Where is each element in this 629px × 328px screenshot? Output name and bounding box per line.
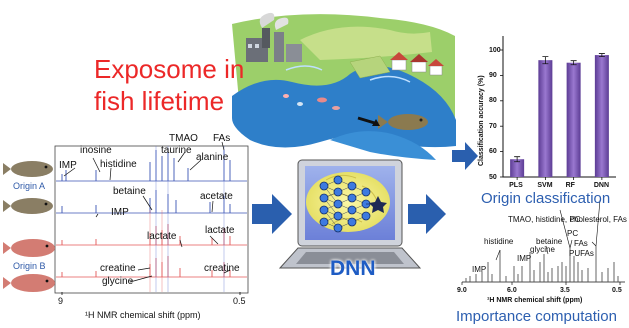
importance-spectrum-plot xyxy=(454,184,628,294)
chart-ylabel: Classification accuracy (%) xyxy=(478,75,485,166)
imp-label-fas: FAs xyxy=(574,239,588,248)
category-label-svm: SVM xyxy=(537,182,553,189)
imp-tick-1: 6.0 xyxy=(507,287,517,294)
peak-label-creatine-left: creatine xyxy=(100,263,136,274)
y-tick-label-90: 90 xyxy=(489,71,497,79)
imp-label-pc: PC xyxy=(567,229,579,238)
peak-label-lactate-left: lactate xyxy=(147,231,177,242)
label-origin-b: Origin B xyxy=(13,261,46,271)
title-exposome-line1: Exposome in xyxy=(94,54,245,84)
bar-rf xyxy=(566,62,581,178)
y-tick-label-70: 70 xyxy=(489,122,497,130)
nmr-axis-label: ¹H NMR chemical shift (ppm) xyxy=(85,310,201,320)
title-origin-classification: Origin classification xyxy=(481,190,611,207)
imp-label-pufas: PUFAs xyxy=(569,249,594,258)
category-label-dnn: DNN xyxy=(593,182,610,189)
title-exposome-line2: fish lifetime xyxy=(94,86,225,116)
peak-label-glycine: glycine xyxy=(102,276,134,287)
peak-label-betaine: betaine xyxy=(113,186,146,197)
imp-tick-2: 3.5 xyxy=(560,287,570,294)
laptop-dnn-illustration xyxy=(278,159,422,269)
imp-label-cholesterol: cholesterol, FAs xyxy=(570,215,627,224)
peak-label-histidine: histidine xyxy=(100,159,137,170)
y-tick-label-60: 60 xyxy=(489,148,497,156)
error-bar-rf xyxy=(570,60,577,66)
dnn-label: DNN xyxy=(330,257,376,280)
category-label-pls: PLS xyxy=(509,182,523,189)
imp-label-imp-right: IMP xyxy=(517,254,532,263)
arrow-from-dnn xyxy=(408,194,446,234)
error-bar-svm xyxy=(542,56,549,65)
peak-label-inosine: inosine xyxy=(80,145,112,156)
title-importance-computation: Importance computation xyxy=(456,308,617,325)
bar-svm xyxy=(538,60,553,177)
imp-axis-label: ¹H NMR chemical shift (ppm) xyxy=(487,297,583,304)
imp-label-glycine: glycine xyxy=(530,245,555,254)
arrow-to-dnn xyxy=(252,194,292,234)
bar-series xyxy=(510,53,609,180)
y-tick-label-100: 100 xyxy=(489,46,501,54)
nmr-spectra-plot xyxy=(54,141,249,295)
bar-dnn xyxy=(594,55,609,177)
classification-bar-chart xyxy=(500,36,616,180)
imp-tick-0: 9.0 xyxy=(457,287,467,294)
error-bar-dnn xyxy=(598,53,605,58)
fish-origin-a-icons xyxy=(3,161,53,214)
nmr-axis-right-tick: 0.5 xyxy=(233,296,246,306)
river-landscape-illustration xyxy=(232,12,456,160)
y-axis-ticks xyxy=(500,49,503,178)
peak-label-tmao: TMAO xyxy=(169,133,198,144)
peak-label-imp-mid: IMP xyxy=(111,207,129,218)
peak-label-creatine-right: creatine xyxy=(204,263,240,274)
error-bar-pls xyxy=(514,156,521,163)
imp-label-imp-left: IMP xyxy=(472,265,487,274)
peak-label-taurine: taurine xyxy=(161,145,192,156)
imp-label-histidine: histidine xyxy=(484,237,514,246)
label-origin-a: Origin A xyxy=(13,181,46,191)
peak-label-lactate-right: lactate xyxy=(205,225,235,236)
imp-label-header: TMAO, histidine, PC xyxy=(508,215,581,224)
arrow-to-classification xyxy=(452,142,478,170)
peak-label-imp-top: IMP xyxy=(59,160,77,171)
imp-tick-3: 0.5 xyxy=(612,287,622,294)
peak-label-alanine: alanine xyxy=(196,152,229,163)
bar-pls xyxy=(510,159,525,177)
fish-origin-b-icons xyxy=(3,239,55,292)
y-tick-label-80: 80 xyxy=(489,97,497,105)
y-tick-label-50: 50 xyxy=(489,173,497,181)
category-label-rf: RF xyxy=(565,182,575,189)
nmr-axis-left-tick: 9 xyxy=(58,296,64,306)
imp-label-betaine: betaine xyxy=(536,237,563,246)
peak-label-acetate: acetate xyxy=(200,191,233,202)
peak-label-fas: FAs xyxy=(213,133,231,144)
